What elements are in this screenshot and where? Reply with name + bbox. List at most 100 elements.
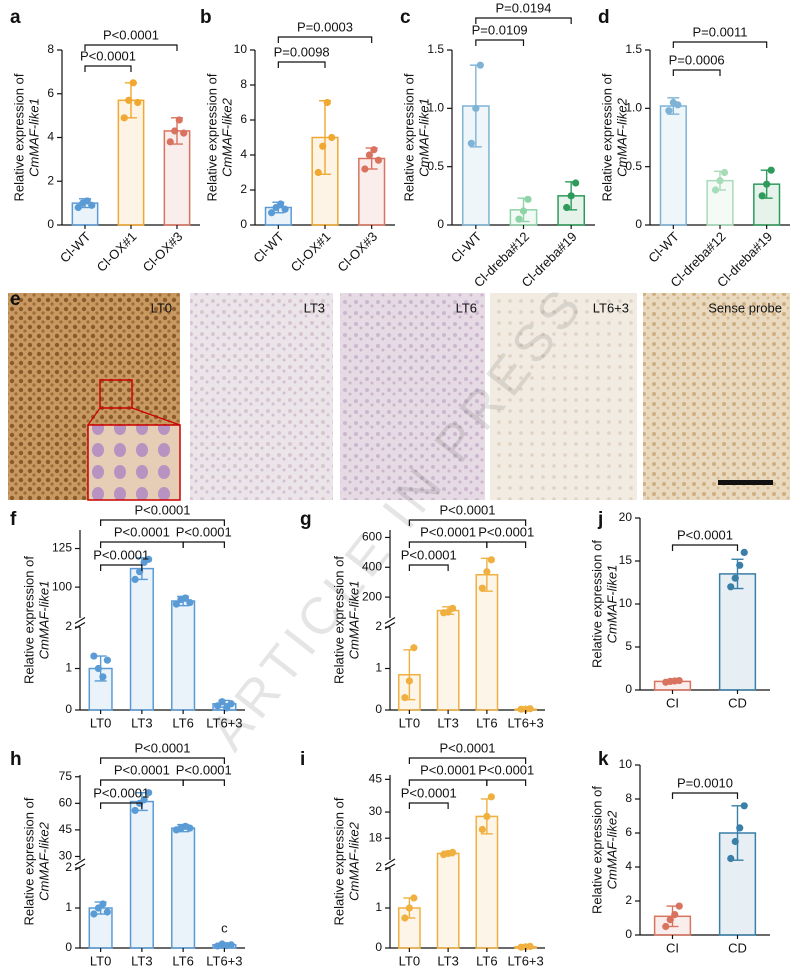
data-point bbox=[467, 139, 475, 147]
data-point bbox=[526, 942, 534, 951]
data-point bbox=[401, 914, 409, 922]
y-axis-label: CmMAF-like1 bbox=[416, 98, 431, 177]
y-axis-label: CmMAF-like2 bbox=[604, 810, 619, 889]
data-point bbox=[758, 192, 766, 200]
y-axis-label: CmMAF-like1 bbox=[26, 98, 41, 177]
p-value: P<0.0001 bbox=[93, 785, 149, 800]
data-point bbox=[563, 203, 571, 212]
y-tick-label: 0 bbox=[47, 217, 54, 231]
data-point bbox=[361, 165, 369, 173]
data-point bbox=[476, 61, 484, 69]
zoom-box bbox=[99, 379, 133, 409]
data-point bbox=[103, 656, 111, 664]
y-tick-label: 2 bbox=[65, 619, 72, 633]
p-value: P<0.0001 bbox=[114, 524, 170, 539]
data-point bbox=[515, 215, 523, 223]
micrograph bbox=[643, 293, 790, 500]
y-tick-label: 0 bbox=[375, 702, 382, 716]
x-tick-label: CI bbox=[666, 695, 679, 710]
y-tick-label: 60 bbox=[59, 796, 73, 810]
significance-bracket bbox=[277, 36, 373, 43]
p-value: P=0.0011 bbox=[692, 24, 747, 39]
y-tick-label: 0.5 bbox=[427, 159, 444, 173]
x-tick-label: LT6+3 bbox=[507, 953, 543, 968]
image-label: LT6+3 bbox=[593, 300, 629, 315]
y-tick-label: 600 bbox=[362, 530, 382, 544]
data-point bbox=[767, 166, 775, 174]
data-point bbox=[171, 127, 179, 135]
zoom-line bbox=[87, 407, 101, 426]
data-point bbox=[478, 584, 486, 592]
micrograph bbox=[490, 293, 637, 500]
data-point bbox=[401, 693, 409, 702]
y-axis-label: Relative expression of bbox=[401, 73, 416, 201]
y-tick-label: 45 bbox=[369, 772, 383, 786]
y-axis-label: CmMAF-like2 bbox=[219, 97, 234, 176]
p-value: P<0.0001 bbox=[478, 762, 534, 777]
x-tick-label: LT6+3 bbox=[206, 715, 242, 730]
bar bbox=[718, 573, 757, 691]
y-tick-label: 10 bbox=[619, 757, 633, 771]
x-tick-label: LT3 bbox=[437, 953, 458, 968]
y-axis-label: CmMAF-like1 bbox=[346, 581, 361, 660]
x-tick-label: LT6 bbox=[172, 953, 193, 968]
y-tick-label: 100 bbox=[52, 579, 72, 593]
data-point bbox=[405, 677, 413, 685]
x-tick-label: Cl-OX#3 bbox=[334, 229, 380, 275]
y-tick-label: 8 bbox=[240, 77, 247, 91]
data-point bbox=[720, 168, 729, 177]
panel-letter: k bbox=[598, 749, 609, 770]
y-tick-label: 0 bbox=[437, 217, 444, 231]
p-value: P=0.0010 bbox=[677, 775, 733, 790]
p-value: P<0.0001 bbox=[176, 762, 232, 777]
x-tick-label: Cl-OX#1 bbox=[94, 229, 140, 275]
y-axis-label: Relative expression of bbox=[11, 73, 26, 201]
y-axis-label: CmMAF-like2 bbox=[614, 97, 629, 176]
x-tick-label: Cl-OX#3 bbox=[140, 229, 186, 275]
data-point bbox=[472, 104, 480, 112]
significance-bracket bbox=[408, 564, 449, 571]
bar bbox=[163, 130, 191, 226]
data-point bbox=[166, 138, 174, 146]
p-value: P<0.0001 bbox=[677, 527, 733, 542]
x-tick-label: LT6+3 bbox=[206, 953, 242, 968]
data-point bbox=[727, 854, 735, 863]
data-point bbox=[267, 209, 276, 217]
p-value: P<0.0001 bbox=[114, 762, 170, 777]
data-point bbox=[567, 192, 575, 200]
y-tick-label: 0 bbox=[240, 217, 247, 231]
significance-bracket bbox=[100, 519, 225, 526]
data-point bbox=[727, 583, 735, 591]
p-value: P<0.0001 bbox=[420, 762, 476, 777]
p-value: P<0.0001 bbox=[93, 547, 149, 562]
image-label: LT0 bbox=[151, 300, 172, 315]
x-tick-label: LT0 bbox=[399, 953, 420, 968]
axis-break bbox=[384, 863, 396, 871]
data-point bbox=[227, 941, 235, 949]
p-value: P<0.0001 bbox=[439, 502, 495, 517]
significance-bracket bbox=[84, 65, 132, 72]
significance-bracket bbox=[475, 17, 572, 24]
y-tick-label: 1 bbox=[65, 900, 72, 914]
x-tick-label: CD bbox=[728, 695, 747, 710]
data-point bbox=[328, 133, 336, 142]
data-point bbox=[145, 555, 153, 563]
p-value: P=0.0109 bbox=[472, 22, 528, 37]
data-point bbox=[276, 200, 285, 208]
axis-break bbox=[74, 858, 86, 866]
x-tick-label: Cl-WT bbox=[448, 229, 485, 266]
significance-bracket bbox=[408, 802, 449, 809]
y-tick-label: 2 bbox=[65, 860, 72, 874]
p-value: P<0.0001 bbox=[401, 547, 457, 562]
y-tick-label: 30 bbox=[369, 804, 383, 818]
x-tick-label: LT0 bbox=[399, 715, 420, 730]
data-point bbox=[90, 652, 98, 660]
bar bbox=[129, 800, 154, 949]
data-point bbox=[405, 904, 413, 912]
significance-bracket bbox=[672, 41, 768, 48]
significance-bracket bbox=[100, 802, 143, 809]
y-tick-label: 400 bbox=[362, 559, 382, 573]
y-tick-label: 1 bbox=[375, 661, 382, 675]
data-point bbox=[103, 908, 111, 916]
